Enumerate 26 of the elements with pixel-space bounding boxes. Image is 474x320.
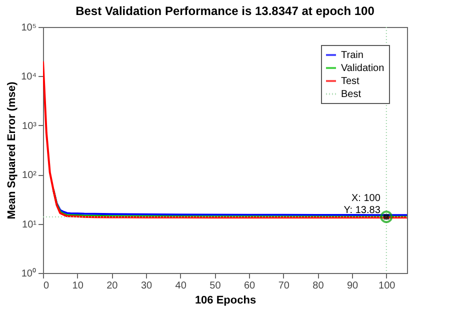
x-tick-label: 70 [278,280,290,292]
legend-label: Train [341,50,364,61]
x-tick-label: 20 [106,280,118,292]
x-tick-label: 80 [312,280,324,292]
y-axis-title: Mean Squared Error (mse) [6,81,18,220]
y-tick-label: 10² [22,170,38,182]
annotation: X: 100 Y: 13.83 [344,192,381,216]
x-tick-label: 30 [140,280,153,292]
x-tick-label: 10 [72,280,84,292]
x-tick-label: 60 [244,280,256,292]
x-tick-label: 0 [44,280,50,292]
line-series [43,60,407,219]
ref-line-label: Best [341,89,362,100]
x-tick-label: 50 [210,280,222,292]
y-tick-label: 10⁵ [21,22,36,34]
y-tick-label: 10³ [22,120,38,132]
x-tick-label: 40 [175,280,187,292]
y-tick-label: 10⁴ [21,72,36,83]
x-tick-label: 100 [378,280,396,292]
y-tick-label: 10⁰ [21,268,36,280]
legend-label: Validation [341,63,384,74]
legend-label: Test [341,76,360,87]
x-tick-label: 90 [346,280,359,292]
y-tick-label: 10¹ [22,219,38,230]
x-axis-title: 106 Epochs [194,294,256,306]
chart-title: Best Validation Performance is 13.8347 at epoch 100 [76,4,375,18]
